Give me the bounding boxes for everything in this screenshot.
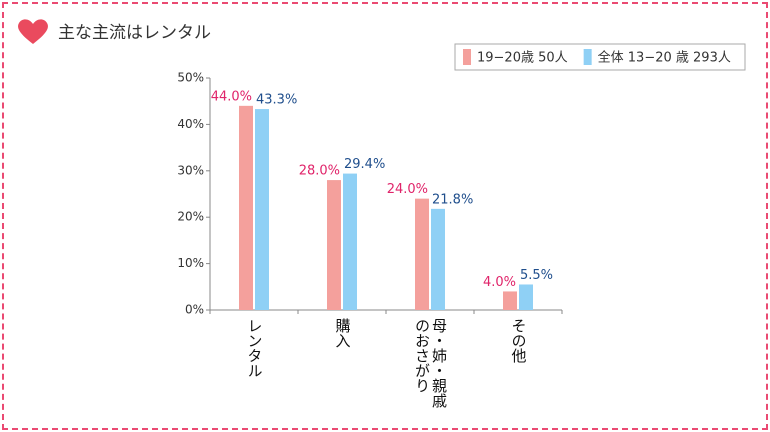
heart-icon: [18, 19, 48, 44]
value-label: 21.8%: [432, 192, 473, 207]
chart-title: 主な主流はレンタル: [58, 23, 211, 43]
x-tick-label: レンタル: [245, 318, 264, 378]
x-tick-label: その他: [509, 318, 528, 363]
y-tick-label: 10%: [177, 256, 204, 270]
value-label: 29.4%: [344, 157, 385, 172]
y-tick-label: 50%: [177, 71, 204, 85]
value-label: 43.3%: [256, 93, 297, 108]
value-label: 4.0%: [483, 275, 516, 290]
value-label: 44.0%: [211, 89, 252, 104]
legend-label: 全体 13−20 歳 293人: [598, 50, 731, 66]
y-tick-label: 40%: [177, 117, 204, 131]
legend-swatch: [463, 49, 471, 65]
bar: [239, 105, 253, 310]
bar: [503, 291, 517, 310]
y-tick-label: 0%: [185, 303, 204, 317]
bar: [519, 284, 533, 310]
bar: [431, 208, 445, 310]
x-tick-label: 購入: [333, 318, 352, 348]
legend-swatch: [583, 49, 592, 65]
value-label: 28.0%: [299, 164, 340, 179]
bar: [255, 109, 269, 310]
value-label: 5.5%: [520, 268, 553, 283]
bar: [343, 173, 357, 310]
bar: [415, 198, 429, 310]
y-tick-label: 20%: [177, 210, 204, 224]
bar: [327, 180, 341, 310]
legend-label: 19−20歳 50人: [477, 51, 568, 66]
value-label: 24.0%: [387, 182, 428, 197]
legend: [454, 43, 746, 71]
y-tick-label: 30%: [177, 163, 204, 177]
x-tick-label: 母・姉・親戚のおさがり: [413, 318, 448, 408]
